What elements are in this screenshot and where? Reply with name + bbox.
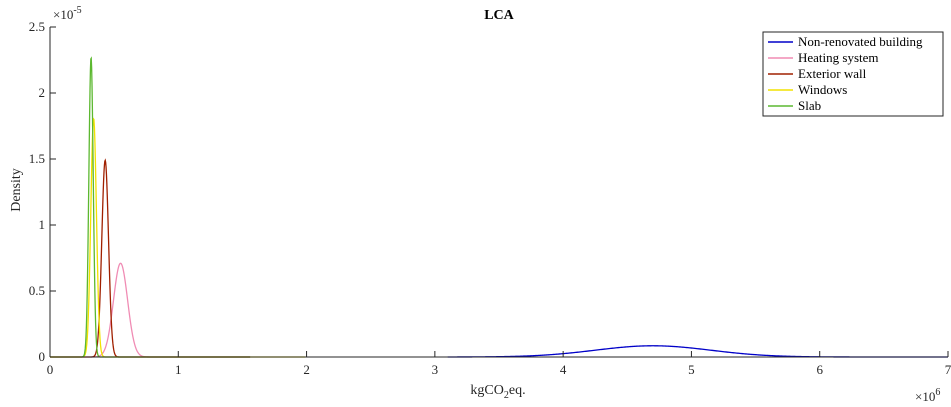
- x-tick-label-3: 3: [432, 362, 439, 377]
- y-tick-label-1: 0.5: [29, 283, 45, 298]
- x-tick-label-4: 4: [560, 362, 567, 377]
- legend-label-2: Exterior wall: [798, 66, 867, 81]
- x-exponent-label: ×106: [915, 387, 940, 404]
- legend-label-0: Non-renovated building: [798, 34, 923, 49]
- axes: 0 1 2 3 4 5 6 7 0 0.5 1 1.5 2 2.5: [29, 19, 951, 377]
- y-tick-label-0: 0: [39, 349, 46, 364]
- legend-label-1: Heating system: [798, 50, 879, 65]
- x-axis-title-suffix: eq.: [509, 383, 526, 398]
- y-tick-label-3: 1.5: [29, 151, 45, 166]
- x-tick-label-6: 6: [816, 362, 823, 377]
- x-axis-title: kgCO2eq.: [470, 383, 525, 401]
- y-tick-label-5: 2.5: [29, 19, 45, 34]
- chart-title: LCA: [484, 8, 514, 23]
- x-tick-label-0: 0: [47, 362, 54, 377]
- y-tick-label-2: 1: [39, 217, 46, 232]
- x-axis-title-main: kgCO: [470, 383, 503, 398]
- x-tick-label-7: 7: [945, 362, 951, 377]
- x-exponent-power: 6: [935, 387, 940, 398]
- x-tick-label-1: 1: [175, 362, 182, 377]
- y-axis-title: Density: [9, 168, 24, 212]
- x-exponent-base: ×10: [915, 389, 935, 404]
- y-exponent-base: ×10: [53, 7, 73, 22]
- y-tick-label-4: 2: [39, 85, 46, 100]
- legend-label-3: Windows: [798, 82, 847, 97]
- y-exponent-label: ×10-5: [53, 5, 82, 22]
- legend-label-4: Slab: [798, 98, 821, 113]
- y-exponent-power: -5: [73, 5, 81, 16]
- x-axis-title-subscript: 2: [504, 390, 509, 401]
- x-tick-label-5: 5: [688, 362, 695, 377]
- x-tick-label-2: 2: [303, 362, 310, 377]
